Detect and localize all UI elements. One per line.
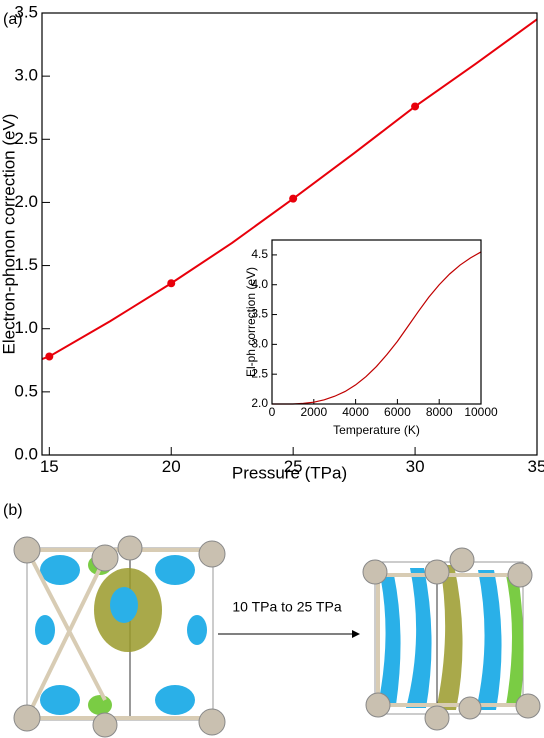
y-tick-label: 2.5	[14, 129, 38, 148]
x-tick-label: 0	[269, 405, 276, 419]
structure-right	[362, 547, 541, 731]
structure-left	[13, 535, 226, 738]
x-tick-label: 2000	[300, 405, 327, 419]
data-point	[411, 102, 420, 111]
transition-label: 10 TPa to 25 TPa	[232, 599, 341, 615]
x-axis-title: Pressure (TPa)	[232, 463, 347, 482]
y-tick-label: 2.0	[251, 396, 268, 410]
y-tick-label: 0.0	[14, 444, 38, 463]
plot-frame	[41, 12, 538, 456]
y-axis-title: El-ph correction (eV)	[244, 267, 258, 377]
data-point	[167, 279, 176, 288]
y-tick-label: 4.5	[251, 247, 268, 261]
charts: 0.0 0.5 1.0 1.5 2.0 2.5 3.0 3.5 15 20 25 30 35 Pressu…	[0, 2, 544, 482]
y-tick-label: 1.0	[14, 318, 38, 337]
panel-label: (b)	[3, 502, 23, 519]
x-tick-label: 15	[40, 457, 59, 476]
data-point	[289, 194, 298, 203]
y-tick-label: 2.5	[251, 366, 268, 380]
x-tick-label: 20	[162, 457, 181, 476]
inset-background	[272, 240, 481, 404]
y-tick-label: 2.0	[14, 192, 38, 211]
x-tick-label: 6000	[384, 405, 411, 419]
data-point	[45, 352, 54, 361]
x-tick-label: 8000	[426, 405, 453, 419]
x-axis-title: Temperature (K)	[333, 423, 420, 437]
panel-label: (a)	[3, 11, 23, 28]
data-line	[41, 18, 538, 360]
data-line	[272, 251, 482, 405]
y-tick-label: 3.5	[14, 2, 38, 21]
x-tick-label: 30	[406, 457, 425, 476]
plot-frame	[271, 239, 482, 405]
y-tick-label: 3.0	[14, 66, 38, 85]
x-tick-label: 25	[284, 457, 303, 476]
y-tick-label: 3.5	[251, 307, 268, 321]
y-tick-label: 4.0	[251, 277, 268, 291]
y-axis-title: Electron-phonon correction (eV)	[0, 114, 18, 355]
y-tick-label: 3.0	[251, 337, 268, 351]
x-tick-label: 4000	[342, 405, 369, 419]
y-tick-label: 1.5	[14, 255, 38, 274]
arrow-head	[352, 630, 360, 638]
y-tick-label: 0.5	[14, 381, 38, 400]
x-tick-label: 10000	[464, 405, 498, 419]
x-tick-label: 35	[528, 457, 544, 476]
